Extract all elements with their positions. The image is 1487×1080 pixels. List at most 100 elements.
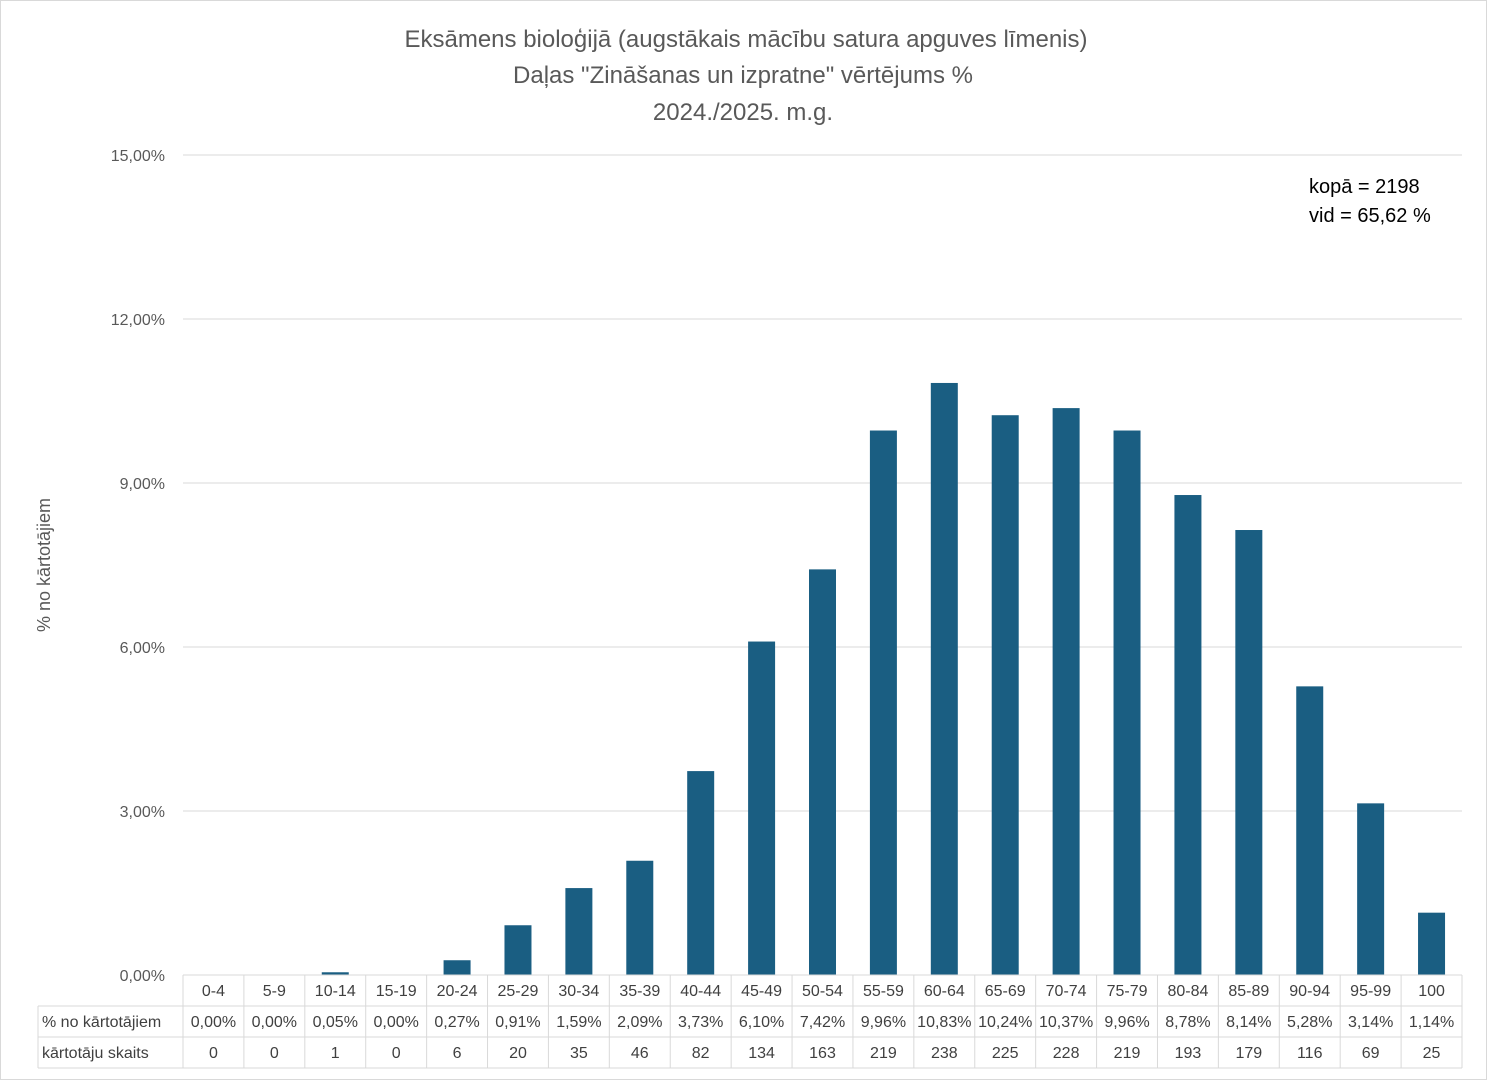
- y-axis-ticks: 0,00% 3,00% 6,00% 9,00% 12,00% 15,00%: [111, 148, 165, 985]
- table-cell: 2,09%: [617, 1014, 662, 1031]
- table-cell: 10,37%: [1039, 1014, 1093, 1031]
- x-tick-label: 50-54: [802, 983, 843, 1000]
- bar: [809, 569, 836, 975]
- table-cell: 0: [209, 1045, 218, 1062]
- table-cell: 116: [1297, 1045, 1323, 1062]
- x-tick-label: 80-84: [1167, 983, 1208, 1000]
- table-cell: 219: [870, 1045, 897, 1062]
- table-cell: 9,96%: [861, 1014, 906, 1031]
- table-cell: 9,96%: [1104, 1014, 1149, 1031]
- table-cell: 193: [1175, 1045, 1202, 1062]
- bar: [1418, 912, 1446, 975]
- table-cell: 6,10%: [739, 1014, 784, 1031]
- table-row-header: kārtotāju skaits: [42, 1045, 149, 1062]
- bar: [991, 415, 1019, 975]
- table-cell: 238: [931, 1045, 958, 1062]
- y-axis-label: % no kārtotājiem: [34, 498, 54, 632]
- y-tick-label: 15,00%: [111, 148, 165, 165]
- table-cell: 10,24%: [978, 1014, 1032, 1031]
- y-tick-label: 12,00%: [111, 312, 165, 329]
- x-tick-label: 15-19: [376, 983, 417, 1000]
- data-table: 0-4 5-9 10-14 15-19 20-24 25-29 30-34 35-39 40-4…: [37, 974, 1463, 1069]
- x-tick-label: 25-29: [498, 983, 539, 1000]
- table-row-header: % no kārtotājiem: [42, 1014, 161, 1031]
- bar: [1174, 495, 1202, 975]
- table-cell: 219: [1114, 1045, 1141, 1062]
- bar: [930, 382, 958, 976]
- x-tick-label: 0-4: [202, 983, 225, 1000]
- table-cell: 0: [392, 1045, 401, 1062]
- bar: [565, 888, 593, 975]
- table-cell: 0: [270, 1045, 279, 1062]
- x-tick-label: 40-44: [680, 983, 721, 1000]
- bar: [443, 960, 471, 975]
- bar: [869, 430, 897, 975]
- bar: [1113, 430, 1141, 975]
- chart-title-line-2: Daļas "Zināšanas un izpratne" vērtējums …: [513, 62, 973, 89]
- table-cell: 1,14%: [1409, 1014, 1454, 1031]
- table-cell: 179: [1235, 1045, 1262, 1062]
- bars: [321, 382, 1446, 976]
- table-cell: 5,28%: [1287, 1014, 1332, 1031]
- bar: [1296, 686, 1324, 975]
- y-tick-label: 9,00%: [120, 476, 165, 493]
- table-cell: 7,42%: [800, 1014, 845, 1031]
- table-cell: 25: [1423, 1045, 1441, 1062]
- table-cell: 82: [692, 1045, 710, 1062]
- x-tick-label: 65-69: [985, 983, 1026, 1000]
- annotation-average: vid = 65,62 %: [1309, 205, 1431, 227]
- table-cell: 46: [631, 1045, 649, 1062]
- table-cell: 6: [453, 1045, 462, 1062]
- bar: [748, 641, 776, 975]
- chart-title-line-3: 2024./2025. m.g.: [653, 99, 833, 126]
- table-cell: 0,05%: [313, 1014, 358, 1031]
- y-tick-label: 3,00%: [120, 804, 165, 821]
- table-cell: 0,00%: [191, 1014, 236, 1031]
- table-cell: 134: [748, 1045, 775, 1062]
- x-tick-label: 35-39: [619, 983, 660, 1000]
- bar: [1052, 408, 1080, 975]
- bar: [1357, 803, 1385, 975]
- bar: [687, 771, 715, 975]
- x-tick-label: 55-59: [863, 983, 904, 1000]
- x-tick-label: 85-89: [1228, 983, 1269, 1000]
- x-tick-label: 60-64: [924, 983, 965, 1000]
- x-tick-label: 10-14: [315, 983, 356, 1000]
- table-cell: 8,14%: [1226, 1014, 1271, 1031]
- x-tick-label: 75-79: [1107, 983, 1148, 1000]
- table-cell: 1: [331, 1045, 340, 1062]
- table-cell: 163: [809, 1045, 836, 1062]
- annotation-total: kopā = 2198: [1309, 176, 1420, 198]
- x-tick-label: 30-34: [558, 983, 599, 1000]
- x-tick-label: 45-49: [741, 983, 782, 1000]
- x-tick-label: 95-99: [1350, 983, 1391, 1000]
- table-cell: 10,83%: [917, 1014, 971, 1031]
- x-tick-label: 20-24: [437, 983, 478, 1000]
- bar: [504, 925, 532, 975]
- x-tick-label: 5-9: [263, 983, 286, 1000]
- chart-title-line-1: Eksāmens bioloģijā (augstākais mācību sa…: [404, 26, 1087, 53]
- table-cell: 0,27%: [434, 1014, 479, 1031]
- y-tick-label: 0,00%: [120, 968, 165, 985]
- table-cell: 0,00%: [373, 1014, 418, 1031]
- table-cell: 0,00%: [252, 1014, 297, 1031]
- table-cell: 1,59%: [556, 1014, 601, 1031]
- y-tick-label: 6,00%: [120, 640, 165, 657]
- x-tick-label: 70-74: [1046, 983, 1087, 1000]
- table-cell: 225: [992, 1045, 1019, 1062]
- bar: [626, 860, 654, 975]
- table-cell: 228: [1053, 1045, 1080, 1062]
- table-cell: 3,73%: [678, 1014, 723, 1031]
- table-cell: 69: [1362, 1045, 1380, 1062]
- table-cell: 8,78%: [1165, 1014, 1210, 1031]
- x-tick-label: 90-94: [1289, 983, 1330, 1000]
- table-cell: 35: [570, 1045, 588, 1062]
- bar: [1235, 530, 1263, 975]
- x-tick-label: 100: [1418, 983, 1445, 1000]
- bar: [321, 972, 349, 975]
- table-cell: 20: [509, 1045, 527, 1062]
- table-cell: 0,91%: [495, 1014, 540, 1031]
- table-cell: 3,14%: [1348, 1014, 1393, 1031]
